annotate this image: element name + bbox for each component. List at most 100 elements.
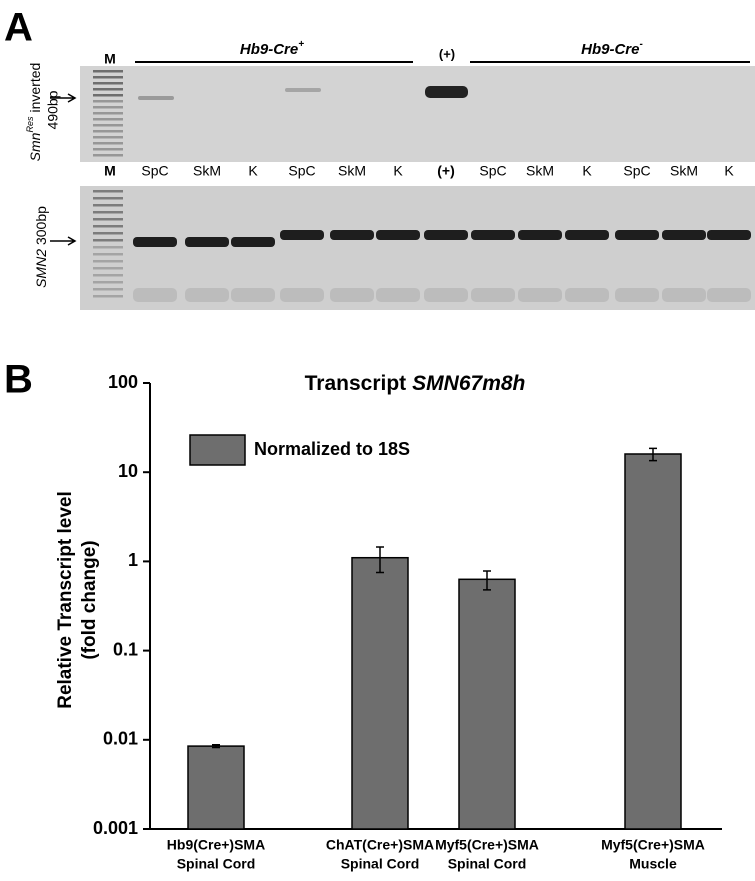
gel-smear	[471, 288, 515, 302]
gel-band	[565, 230, 609, 240]
group-label: Hb9-Cre+	[240, 39, 304, 58]
gel-band	[330, 230, 374, 240]
ladder-band	[93, 225, 123, 228]
control-label: (+)	[439, 46, 455, 61]
ladder-band	[93, 124, 123, 127]
x-tick-label: Spinal Cord	[177, 856, 256, 872]
ladder-band	[93, 76, 123, 79]
ladder-band	[93, 253, 123, 256]
arrow	[50, 93, 77, 103]
bar	[458, 578, 516, 830]
gel-smear	[133, 288, 177, 302]
ladder-band	[93, 118, 123, 121]
gel-bands	[93, 70, 751, 302]
ladder-band	[93, 142, 123, 145]
error-bar	[212, 744, 220, 749]
gel-smear	[280, 288, 324, 302]
ladder-band	[93, 295, 123, 298]
gel-smear	[662, 288, 706, 302]
bar	[351, 556, 409, 830]
ladder-band	[93, 148, 123, 151]
gel-band	[185, 237, 229, 247]
error-bar	[483, 570, 491, 591]
lane-label: SpC	[141, 163, 168, 179]
gel-band	[285, 88, 321, 92]
ladder-band	[93, 197, 123, 200]
lane-label: K	[724, 163, 734, 179]
ladder-band	[93, 94, 123, 97]
gel-band	[471, 230, 515, 240]
panel-label: B	[4, 358, 33, 402]
error-bar	[376, 546, 384, 574]
lane-label: K	[393, 163, 403, 179]
gel-band	[133, 237, 177, 247]
ladder-band	[93, 100, 123, 103]
panel-label: A	[4, 6, 33, 50]
ladder-band	[93, 246, 123, 249]
y-tick-label: 0.1	[113, 639, 138, 659]
legend-swatch	[189, 434, 246, 466]
gel-band	[280, 230, 324, 240]
lane-label: K	[248, 163, 258, 179]
ladder-band	[93, 154, 123, 157]
ladder-band	[93, 88, 123, 91]
gel-band	[707, 230, 751, 240]
gel-smear	[424, 288, 468, 302]
ladder-band	[93, 218, 123, 221]
gel-band	[662, 230, 706, 240]
ladder-band	[93, 82, 123, 85]
gel-label: SmnResinverted	[25, 63, 42, 162]
chart-title: Transcript SMN67m8h	[305, 372, 526, 395]
y-tick-label: 0.01	[103, 729, 138, 749]
gel-band	[518, 230, 562, 240]
gel-smear	[707, 288, 751, 302]
arrow	[50, 236, 77, 246]
y-tick-label: 1	[128, 550, 138, 570]
y-tick-label: 0.001	[93, 818, 138, 838]
gel-smear	[615, 288, 659, 302]
gel-band	[138, 96, 174, 100]
gel-band	[424, 230, 468, 240]
gel-band	[425, 86, 468, 98]
x-tick-label: Myf5(Cre+)SMA	[435, 837, 539, 853]
error-bar	[649, 447, 657, 462]
ladder-band	[93, 274, 123, 277]
lane-label: SkM	[338, 163, 366, 179]
lane-labels: M SpC SkM K SpC SkM K (+) SpC SkM K SpC SkM K	[104, 163, 734, 179]
lane-label: M	[104, 163, 116, 179]
ladder-band	[93, 190, 123, 193]
ladder-band	[93, 112, 123, 115]
lane-label: SkM	[670, 163, 698, 179]
legend-label: Normalized to 18S	[254, 439, 410, 459]
ladder-band	[93, 130, 123, 133]
ladder-band	[93, 267, 123, 270]
ladder-band	[93, 239, 123, 242]
gel-band	[231, 237, 275, 247]
gel-smear	[376, 288, 420, 302]
gel-smear	[185, 288, 229, 302]
lane-label: SkM	[193, 163, 221, 179]
gel-band	[615, 230, 659, 240]
y-axis-label: Relative Transcript level	[55, 491, 76, 709]
y-axis-label: (fold change)	[79, 540, 100, 659]
x-tick-label: Hb9(Cre+)SMA	[167, 837, 265, 853]
group-label: Hb9-Cre-	[581, 39, 643, 58]
lane-label: SpC	[623, 163, 650, 179]
plot: 0.001 0.01 0.1 1 10 100 Hb9(Cre+)SMA Spinal Cor…	[93, 372, 722, 872]
y-tick-label: 100	[108, 372, 138, 392]
ladder-band	[93, 260, 123, 263]
ladder-label: M	[104, 51, 116, 67]
gel-label: 490bp	[45, 90, 61, 129]
y-tick-label: 10	[118, 461, 138, 481]
x-tick-label: Myf5(Cre+)SMA	[601, 837, 705, 853]
ladder-band	[93, 204, 123, 207]
gel-smear	[231, 288, 275, 302]
ladder-band	[93, 281, 123, 284]
gel-band	[376, 230, 420, 240]
lane-label: SpC	[479, 163, 506, 179]
gel-smear	[518, 288, 562, 302]
gel-top	[80, 66, 755, 162]
lane-label: K	[582, 163, 592, 179]
x-tick-label: Muscle	[629, 856, 677, 872]
